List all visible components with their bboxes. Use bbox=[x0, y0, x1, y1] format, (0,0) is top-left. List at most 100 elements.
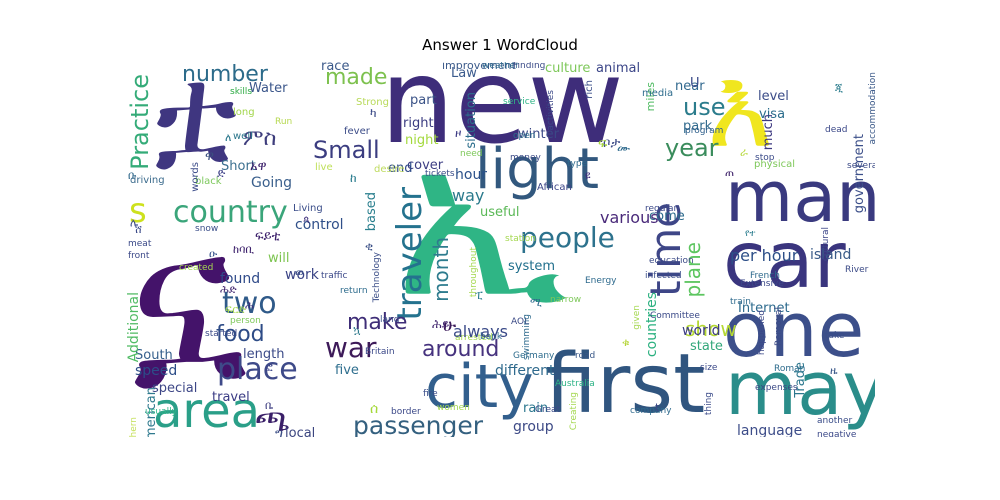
cloud-word: one bbox=[723, 285, 865, 374]
cloud-word: weather bbox=[482, 62, 519, 71]
cloud-word: meat bbox=[128, 239, 152, 249]
cloud-word: work bbox=[285, 267, 319, 283]
cloud-word: Strong bbox=[356, 97, 389, 108]
cloud-word: ለ bbox=[225, 131, 232, 144]
cloud-word: ቷ bbox=[155, 62, 237, 181]
cloud-word: year bbox=[665, 134, 719, 162]
cloud-word: ጠ bbox=[725, 166, 735, 179]
cloud-word: may bbox=[725, 346, 875, 432]
cloud-word: use bbox=[683, 93, 726, 121]
cloud-word: Energy bbox=[585, 276, 617, 286]
cloud-word: person bbox=[230, 316, 261, 326]
cloud-word: per hour bbox=[730, 246, 799, 265]
cloud-word: Technology bbox=[372, 252, 382, 303]
cloud-word: world bbox=[682, 323, 721, 339]
cloud-word: border bbox=[391, 407, 421, 417]
cloud-word: take bbox=[825, 331, 845, 341]
cloud-word: length bbox=[243, 347, 285, 362]
cloud-word: Britain bbox=[365, 347, 395, 357]
cloud-word: found bbox=[220, 271, 261, 287]
cloud-word: ቦታ bbox=[603, 136, 621, 151]
cloud-word: improvement bbox=[442, 62, 516, 72]
cloud-word: driving bbox=[130, 175, 165, 186]
cloud-word: ዜ bbox=[830, 364, 838, 377]
cloud-word: northern bbox=[129, 417, 139, 437]
cloud-word: make bbox=[347, 310, 408, 335]
cloud-word: snow bbox=[195, 224, 219, 234]
cloud-word: ቤ bbox=[265, 399, 274, 412]
cloud-word: Finding bbox=[513, 62, 546, 71]
cloud-word: ምስ bbox=[243, 126, 277, 151]
cloud-word: company bbox=[630, 406, 672, 416]
cloud-word: city bbox=[425, 352, 534, 422]
cloud-word: thing bbox=[704, 392, 714, 416]
cloud-word: plane bbox=[681, 242, 705, 298]
cloud-word: fire bbox=[423, 389, 438, 399]
cloud-word: month bbox=[429, 237, 453, 302]
cloud-word: different bbox=[495, 363, 555, 379]
cloud-word: ሸ bbox=[135, 223, 142, 236]
cloud-word: cultural bbox=[821, 227, 831, 262]
cloud-word: ኗ bbox=[133, 186, 248, 407]
cloud-word: Run bbox=[275, 117, 293, 127]
cloud-word: usually bbox=[145, 407, 177, 417]
cloud-word: bank bbox=[480, 332, 503, 342]
cloud-word: long bbox=[233, 107, 255, 118]
cloud-word: will bbox=[268, 251, 290, 266]
cloud-word: travel bbox=[212, 390, 250, 405]
cloud-word: ሕ bbox=[245, 299, 254, 312]
cloud-word: ሚ bbox=[530, 296, 542, 309]
cloud-word: land bbox=[380, 315, 400, 325]
cloud-word: cover bbox=[407, 158, 444, 173]
cloud-word: ሕድ bbox=[220, 283, 237, 296]
cloud-word: AOL bbox=[511, 317, 530, 327]
cloud-word: control bbox=[295, 217, 344, 233]
cloud-word: Short bbox=[221, 159, 256, 174]
cloud-word: ቡ bbox=[128, 169, 137, 182]
cloud-word: always bbox=[453, 322, 508, 341]
cloud-word: እ bbox=[707, 62, 774, 173]
cloud-word: war bbox=[325, 331, 377, 364]
cloud-word: U bbox=[690, 76, 700, 91]
cloud-word: rich bbox=[584, 80, 595, 99]
cloud-word: government bbox=[852, 134, 867, 214]
cloud-word: ካ bbox=[370, 106, 377, 120]
cloud-word: country bbox=[173, 195, 288, 230]
cloud-word: rain bbox=[523, 401, 549, 416]
cloud-word: return bbox=[340, 286, 368, 296]
cloud-word: people bbox=[520, 221, 615, 254]
cloud-word: system bbox=[508, 259, 555, 274]
cloud-word: swimming bbox=[522, 314, 532, 361]
cloud-word: skills bbox=[230, 87, 253, 97]
cloud-word: first bbox=[545, 337, 706, 432]
cloud-word: infected bbox=[645, 271, 682, 281]
cloud-word: state bbox=[690, 339, 723, 354]
cloud-word: animal bbox=[596, 62, 641, 76]
cloud-word: end bbox=[388, 161, 413, 176]
cloud-word: visa bbox=[759, 107, 786, 122]
cloud-word: show bbox=[685, 317, 737, 341]
cloud-word: የተ bbox=[745, 229, 756, 239]
cloud-word: hour bbox=[455, 167, 488, 183]
cloud-word: Internet bbox=[738, 301, 790, 316]
cloud-word: around bbox=[422, 337, 500, 362]
cloud-word: Roman bbox=[774, 364, 806, 374]
cloud-word: African bbox=[537, 182, 572, 193]
cloud-word: service bbox=[503, 97, 536, 107]
cloud-word: s bbox=[129, 191, 147, 231]
cloud-word: ፒ bbox=[475, 289, 483, 302]
cloud-word: situation bbox=[464, 92, 479, 149]
cloud-word: Committee bbox=[650, 311, 700, 321]
cloud-word: regular bbox=[645, 204, 678, 214]
cloud-word: Going bbox=[251, 175, 293, 191]
cloud-word: ቁ bbox=[622, 336, 630, 349]
cloud-word: group bbox=[513, 419, 554, 435]
cloud-word: Practice bbox=[126, 74, 154, 170]
cloud-word: five bbox=[335, 363, 359, 378]
cloud-word: based bbox=[364, 192, 379, 232]
cloud-word: women bbox=[437, 403, 470, 413]
cloud-word: front bbox=[128, 251, 150, 261]
cloud-word: much bbox=[761, 114, 776, 151]
cloud-word: Water bbox=[249, 81, 288, 96]
cloud-word: activities bbox=[546, 90, 556, 131]
